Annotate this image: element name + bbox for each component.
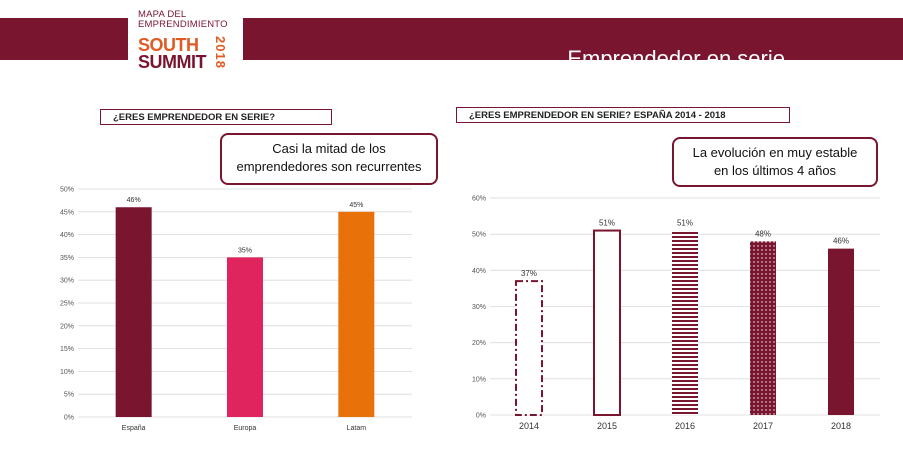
right-callout: La evolución en muy estable en los últim…: [672, 137, 878, 187]
y-tick-label: 10%: [472, 376, 486, 383]
x-tick-label: 2014: [519, 421, 539, 431]
data-label: 48%: [755, 229, 771, 238]
y-tick-label: 0%: [476, 413, 486, 420]
x-tick-label: Latam: [347, 425, 367, 432]
data-label: 35%: [238, 247, 252, 254]
bar-2015: [593, 229, 621, 416]
y-tick-label: 30%: [60, 278, 74, 285]
y-tick-label: 15%: [60, 346, 74, 353]
bar-2014: [515, 280, 543, 416]
bar-españa: [115, 207, 152, 417]
left-callout: Casi la mitad de los emprendedores son r…: [220, 133, 438, 185]
logo-south: SOUTH: [138, 35, 199, 55]
data-label: 46%: [127, 197, 141, 204]
y-tick-label: 0%: [64, 415, 74, 422]
left-callout-line1: Casi la mitad de los: [272, 141, 386, 156]
y-tick-label: 30%: [472, 304, 486, 311]
page-title: Emprendedor en serie: [567, 46, 785, 71]
left-callout-line2: emprendedores son recurrentes: [236, 159, 422, 174]
x-tick-label: 2016: [675, 421, 695, 431]
y-tick-label: 50%: [472, 232, 486, 239]
y-tick-label: 50%: [60, 187, 74, 194]
x-tick-label: Europa: [234, 425, 257, 432]
right-callout-line2: en los últimos 4 años: [713, 163, 837, 178]
y-tick-label: 60%: [472, 196, 486, 203]
y-tick-label: 25%: [60, 301, 74, 308]
y-tick-label: 20%: [60, 323, 74, 330]
data-label: 51%: [599, 219, 615, 228]
data-label: 51%: [677, 219, 693, 228]
data-label: 46%: [833, 237, 849, 246]
y-tick-label: 45%: [60, 209, 74, 216]
right-callout-line1: La evolución en muy estable: [692, 145, 858, 160]
logo-line2: EMPRENDIMIENTO: [138, 19, 228, 30]
x-tick-label: 2017: [753, 421, 773, 431]
y-tick-label: 35%: [60, 255, 74, 262]
y-tick-label: 20%: [472, 340, 486, 347]
y-tick-label: 40%: [472, 268, 486, 275]
bar-latam: [338, 211, 375, 417]
bar-europa: [227, 257, 263, 417]
data-label: 37%: [521, 269, 537, 278]
logo-line1: MAPA DEL: [138, 9, 187, 20]
x-tick-label: España: [122, 425, 146, 432]
south-summit-logo: MAPA DEL EMPRENDIMIENTO SOUTH SUMMIT 201…: [128, 6, 243, 72]
x-tick-label: 2018: [831, 421, 851, 431]
y-tick-label: 40%: [60, 232, 74, 239]
bar-2017: [750, 241, 776, 415]
bar-2016: [672, 230, 698, 415]
left-chart-title: ¿ERES EMPRENDEDOR EN SERIE?: [100, 109, 332, 125]
logo-summit: SUMMIT: [138, 52, 207, 72]
y-tick-label: 10%: [60, 369, 74, 376]
y-tick-label: 5%: [64, 392, 74, 399]
x-tick-label: 2015: [597, 421, 617, 431]
bar-2018: [828, 248, 854, 415]
data-label: 45%: [349, 202, 363, 209]
right-chart-title: ¿ERES EMPRENDEDOR EN SERIE? ESPAÑA 2014 …: [456, 107, 790, 123]
